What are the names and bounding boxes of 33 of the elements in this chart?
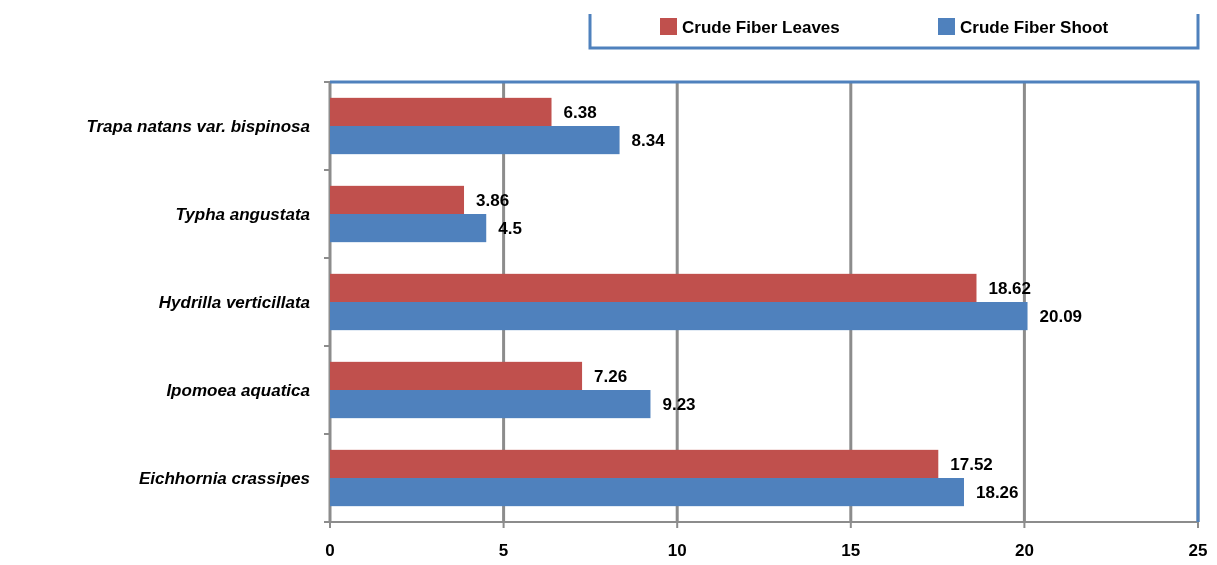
legend-label: Crude Fiber Shoot (960, 18, 1109, 37)
bar (330, 185, 465, 214)
x-tick-label: 0 (325, 541, 335, 560)
bar (330, 126, 620, 155)
data-label: 18.26 (975, 483, 1019, 503)
data-label: 20.09 (1039, 307, 1083, 327)
data-label: 18.62 (988, 278, 1032, 298)
x-tick-label: 10 (667, 541, 687, 560)
bar (330, 449, 939, 478)
x-tick-label: 20 (1014, 541, 1034, 560)
data-label: 9.23 (662, 395, 696, 415)
y-tick-label: Trapa natans var. bispinosa (86, 117, 310, 136)
bar (330, 478, 964, 507)
bar (330, 390, 651, 419)
bar (330, 97, 552, 126)
data-label: 7.26 (594, 366, 628, 386)
data-label: 3.86 (476, 190, 510, 210)
bar (330, 214, 487, 243)
bar (330, 302, 1028, 331)
x-tick-label: 25 (1188, 541, 1208, 560)
bar (330, 273, 977, 302)
y-tick-label: Typha angustata (175, 205, 310, 224)
data-label: 6.38 (563, 102, 597, 122)
x-tick-label: 5 (498, 541, 509, 560)
y-tick-label: Eichhornia crassipes (138, 469, 310, 488)
data-label: 4.5 (498, 219, 522, 239)
x-tick-label: 15 (841, 541, 861, 560)
data-label: 8.34 (631, 131, 666, 151)
data-label: 17.52 (950, 454, 993, 474)
y-tick-label: Ipomoea aquatica (166, 381, 310, 400)
bar (330, 361, 583, 390)
legend-label: Crude Fiber Leaves (682, 18, 840, 37)
y-tick-label: Hydrilla verticillata (158, 293, 310, 312)
